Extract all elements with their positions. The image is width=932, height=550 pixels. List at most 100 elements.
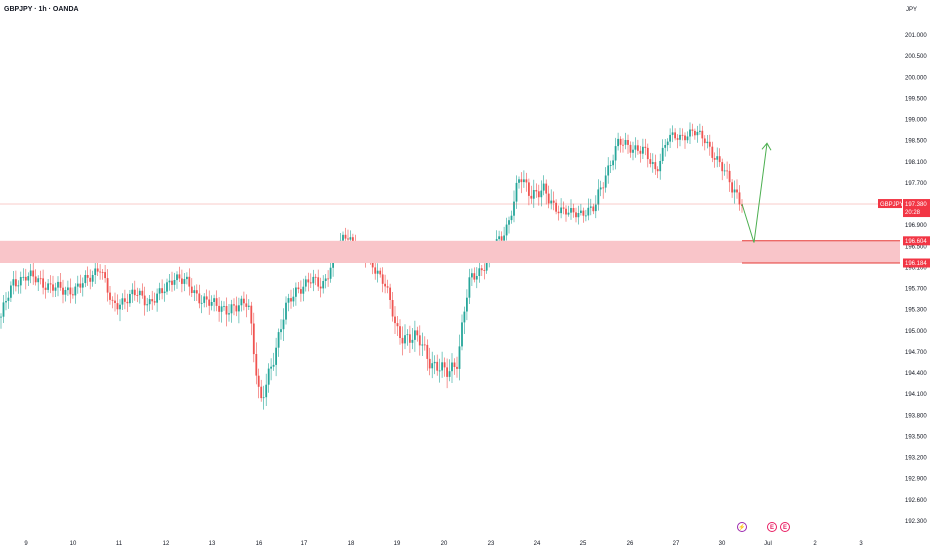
candle-body (96, 268, 99, 272)
y-tick-label: 194.400 (905, 371, 927, 377)
candle-body (404, 335, 406, 344)
x-tick-label: Jul (764, 541, 772, 547)
price-tag-symbol: GBPJPY (880, 202, 904, 208)
candle-body (302, 286, 305, 294)
candle-body (518, 179, 520, 183)
candle-body (47, 283, 49, 290)
candle-body (570, 208, 572, 213)
candle-body (99, 271, 101, 273)
candle-body (309, 282, 312, 284)
price-tag-value-bg (903, 199, 930, 218)
candle-body (166, 282, 168, 292)
y-tick-label: 201.000 (905, 33, 927, 39)
candle-body (2, 302, 5, 317)
candle-body (463, 311, 466, 323)
candle-body (126, 301, 129, 304)
candle-body (235, 305, 238, 312)
candle-body (654, 162, 657, 170)
candle-body (565, 208, 567, 215)
y-tick-label: 194.700 (905, 350, 927, 356)
candle-body (438, 370, 441, 372)
candle-body (52, 284, 54, 291)
candle-body (674, 132, 676, 139)
candle-body (515, 182, 518, 202)
y-tick-label: 199.000 (905, 118, 927, 124)
events-bar[interactable]: ⚡ E E (737, 522, 790, 532)
candle-body (468, 277, 471, 298)
candle-body (27, 276, 30, 281)
candle-body (523, 179, 525, 183)
candle-body (416, 330, 419, 336)
candle-body (701, 130, 704, 139)
candle-body (520, 179, 523, 183)
candle-body (287, 298, 290, 303)
candle-body (267, 368, 270, 385)
candle-body (133, 289, 136, 296)
candle-body (183, 279, 186, 284)
candle-body (671, 132, 674, 135)
candle-body (148, 299, 151, 305)
candle-body (572, 208, 575, 213)
candle-body (218, 305, 220, 312)
candle-body (386, 286, 389, 288)
candle-body (205, 296, 208, 300)
candle-body (76, 283, 79, 287)
projection-arrow[interactable] (741, 143, 768, 243)
svg-text:196.604: 196.604 (905, 239, 927, 245)
candle-body (136, 295, 139, 296)
price-tag[interactable]: GBPJPY 197.380 20:28 (878, 199, 930, 218)
candle-body (384, 283, 386, 287)
candle-body (116, 303, 119, 310)
zone-bottom-tag: 196.184 (903, 258, 930, 268)
candle-body (471, 273, 473, 278)
candle-body (436, 361, 439, 371)
demand-zone[interactable] (0, 240, 900, 263)
candle-body (275, 347, 277, 365)
candle-body (510, 215, 513, 221)
candle-body (530, 195, 533, 199)
x-tick-label: 23 (488, 541, 495, 547)
x-tick-label: 11 (116, 541, 123, 547)
candle-body (243, 298, 245, 304)
candle-body (307, 279, 310, 283)
candle-body (79, 283, 82, 288)
candle-body (550, 200, 553, 204)
candle-body (585, 215, 587, 217)
candle-body (689, 129, 691, 137)
y-tick-label: 196.100 (905, 265, 927, 271)
y-tick-label: 200.000 (905, 75, 927, 81)
chart-title: GBPJPY · 1h · OANDA (4, 6, 79, 13)
candle-body (300, 289, 302, 294)
candle-body (535, 190, 538, 192)
x-tick-label: 20 (441, 541, 448, 547)
candle-body (379, 270, 382, 275)
candle-body (659, 161, 662, 172)
candle-body (200, 302, 203, 304)
y-axis[interactable]: 201.000 200.500 200.000 199.500 199.000 198.5… (905, 33, 927, 525)
candle-body (589, 206, 592, 208)
candle-body (238, 305, 240, 312)
x-tick-label: 18 (348, 541, 355, 547)
y-tick-label: 196.500 (905, 244, 927, 250)
candle-body (104, 272, 106, 279)
candle-body (252, 323, 255, 355)
candle-body (684, 135, 686, 141)
candle-body (317, 277, 320, 287)
candle-body (109, 292, 111, 300)
x-axis[interactable]: 9 10 11 12 13 16 17 18 19 20 23 24 25 26 27 30 Jul 2 3 (24, 541, 863, 547)
candle-body (691, 129, 694, 131)
candle-body (119, 304, 121, 310)
candle-body (555, 202, 557, 212)
y-tick-label: 195.700 (905, 287, 927, 293)
candle-body (624, 140, 627, 145)
candle-body (713, 158, 716, 160)
candle-body (562, 207, 565, 209)
candle-body (699, 130, 701, 132)
candle-body (255, 354, 258, 376)
candle-body (290, 298, 292, 302)
candle-body (639, 150, 642, 154)
y-tick-label: 196.900 (905, 223, 927, 229)
y-tick-label: 193.800 (905, 413, 927, 419)
x-tick-label: 2 (813, 541, 817, 547)
